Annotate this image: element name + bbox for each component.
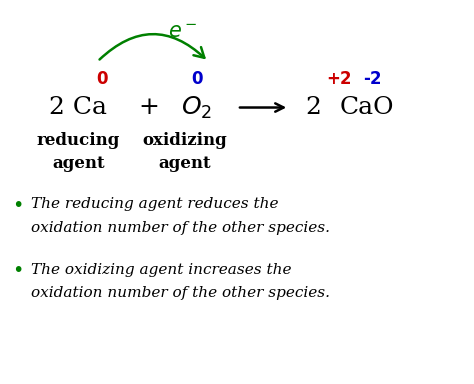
Text: $O_2$: $O_2$ — [181, 94, 212, 121]
Text: oxidizing: oxidizing — [143, 132, 227, 149]
Text: CaO: CaO — [340, 96, 394, 119]
Text: oxidation number of the other species.: oxidation number of the other species. — [31, 286, 330, 300]
Text: -2: -2 — [363, 70, 382, 88]
Text: agent: agent — [52, 156, 105, 172]
Text: +: + — [139, 96, 160, 119]
Text: oxidation number of the other species.: oxidation number of the other species. — [31, 221, 330, 235]
Text: •: • — [12, 196, 24, 215]
FancyArrowPatch shape — [100, 34, 204, 60]
Text: $e^-$: $e^-$ — [168, 23, 197, 42]
Text: 2: 2 — [305, 96, 321, 119]
Text: •: • — [12, 261, 24, 280]
Text: The reducing agent reduces the: The reducing agent reduces the — [31, 197, 278, 211]
Text: 0: 0 — [191, 70, 202, 88]
Text: 0: 0 — [96, 70, 108, 88]
Text: +2: +2 — [326, 70, 352, 88]
Text: 2 Ca: 2 Ca — [49, 96, 107, 119]
Text: The oxidizing agent increases the: The oxidizing agent increases the — [31, 263, 292, 276]
Text: agent: agent — [158, 156, 211, 172]
Text: reducing: reducing — [36, 132, 120, 149]
